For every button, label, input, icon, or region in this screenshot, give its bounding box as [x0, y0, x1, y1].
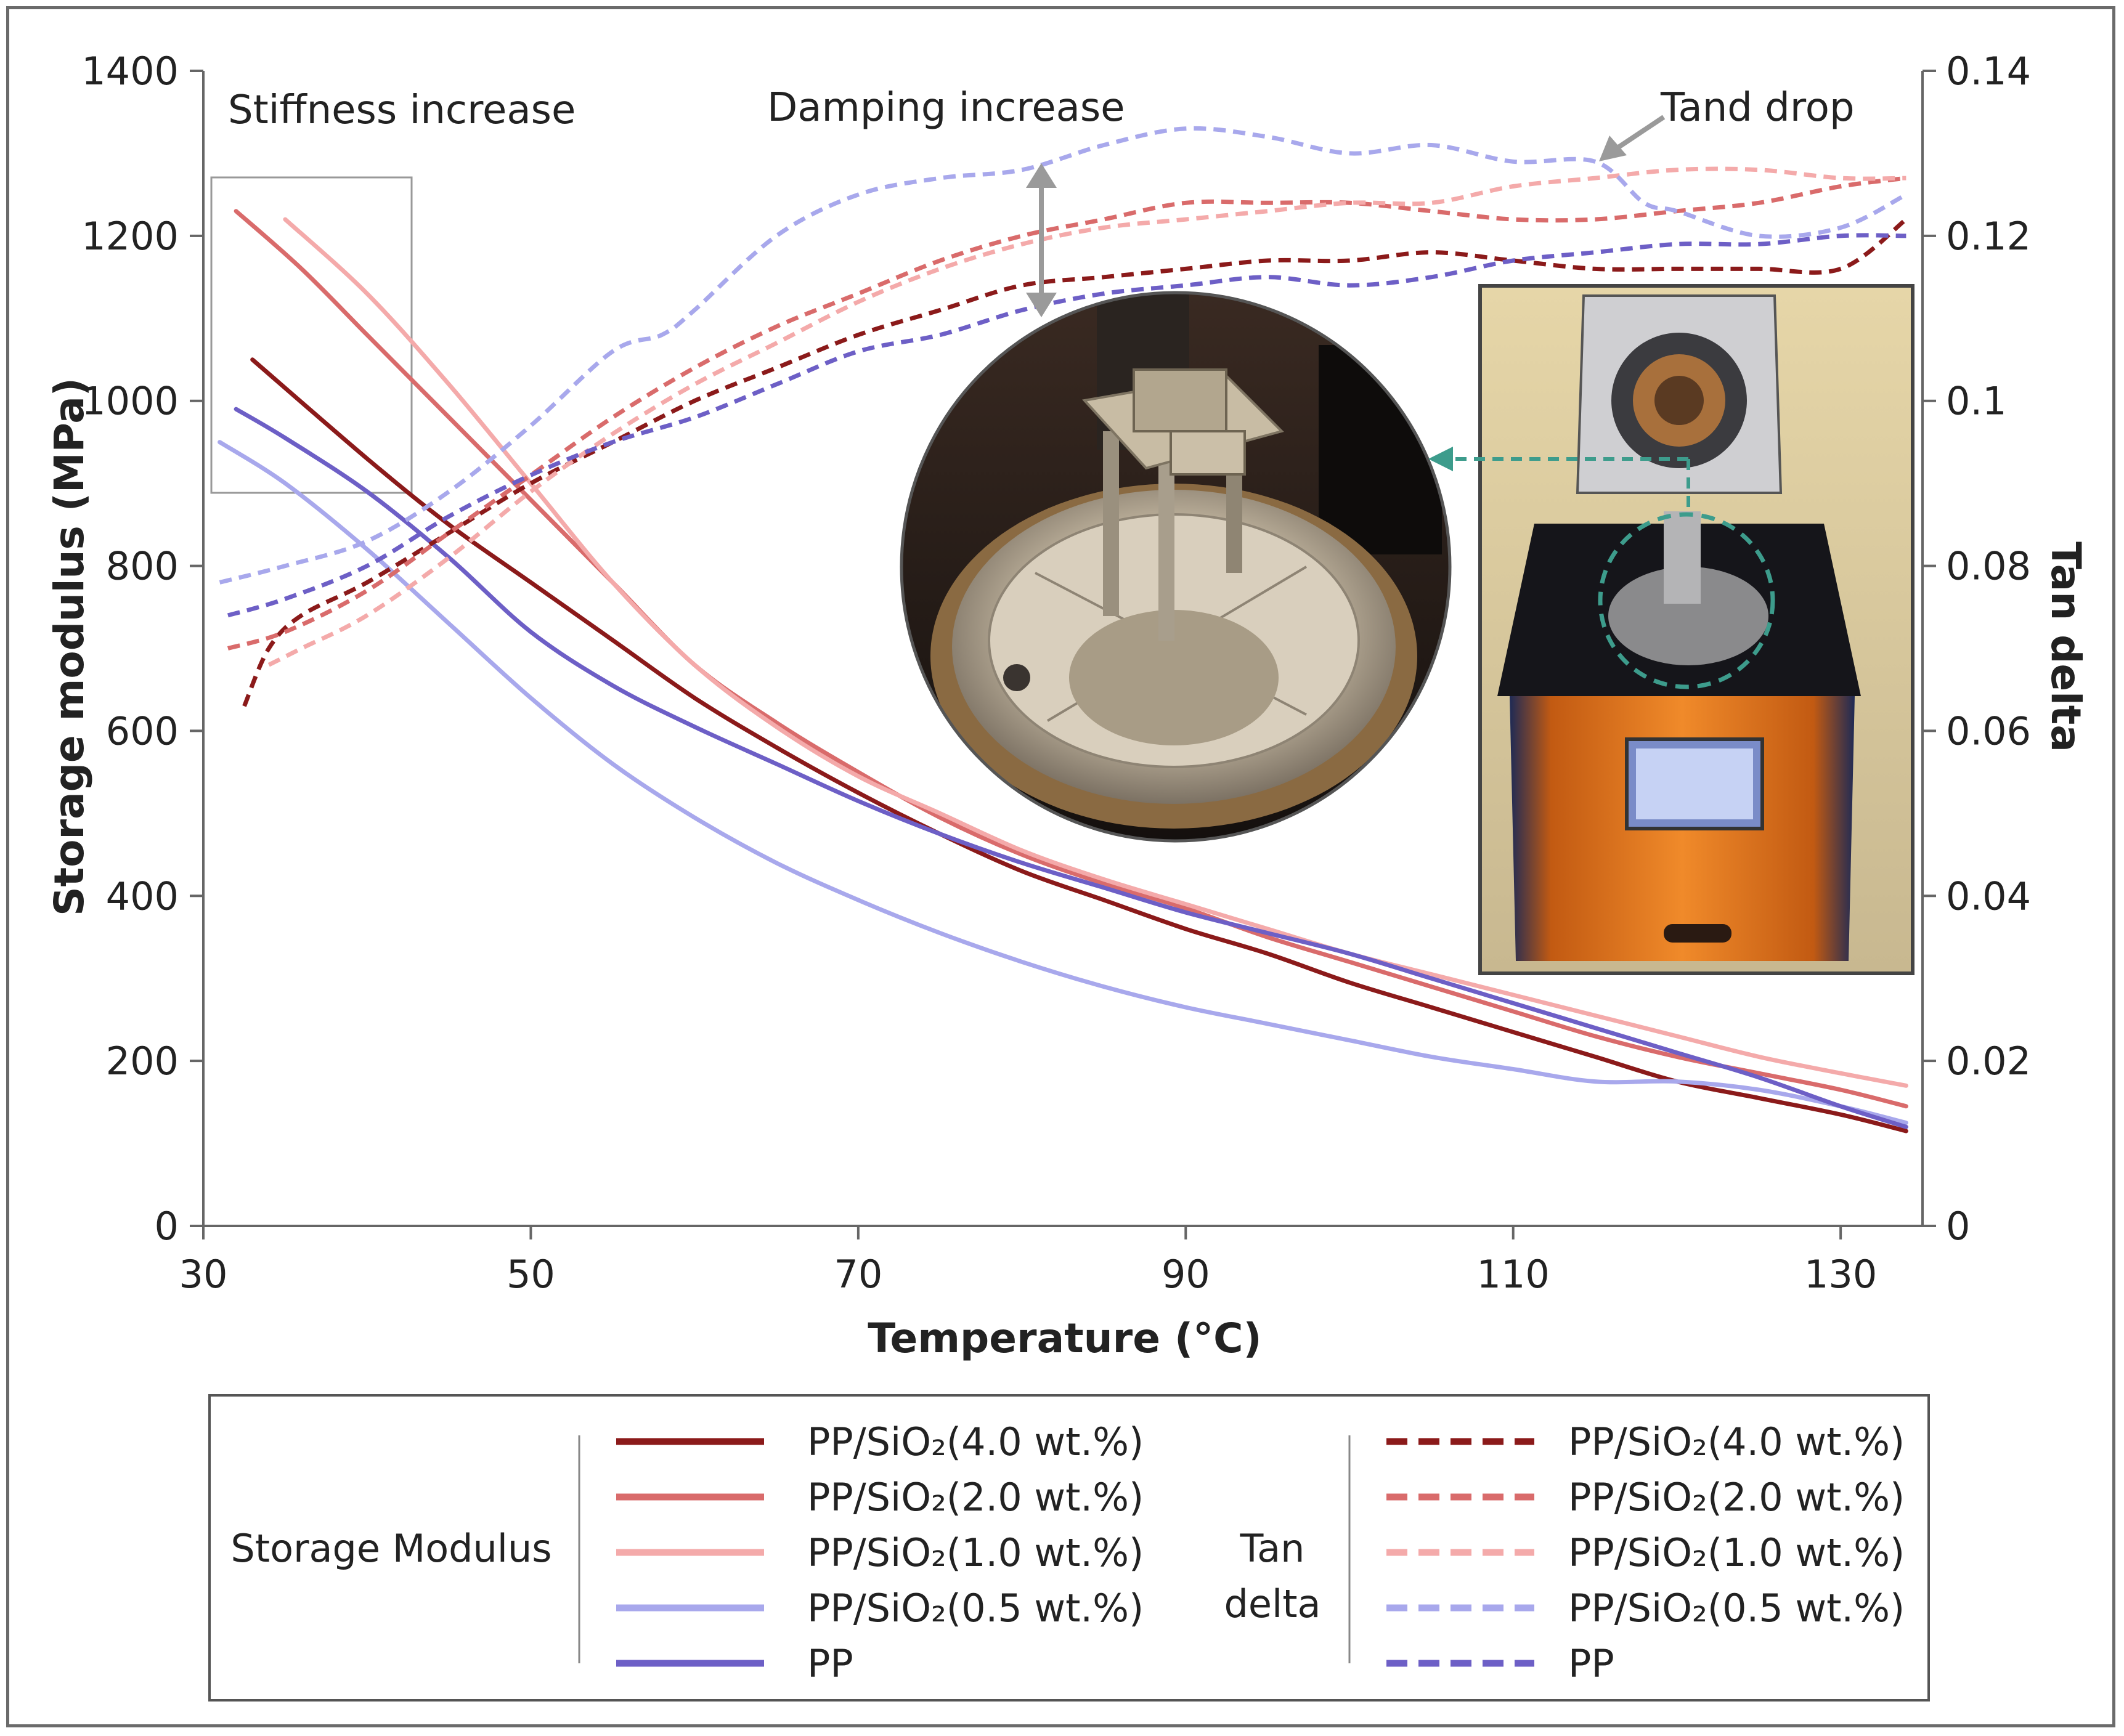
y2-tick-label: 0.06: [1946, 708, 2031, 753]
tand-drop-arrow-icon: [1599, 115, 1666, 161]
storage-modulus-series: [218, 209, 1908, 1134]
y-tick-label: 600: [106, 708, 179, 753]
stiffness-highlight-box: [210, 176, 413, 494]
storage-line-3: [218, 440, 1908, 1126]
y2-tick-label: 0.1: [1946, 379, 2007, 424]
x-tick-label: 50: [507, 1252, 555, 1297]
y2-ticks: 0 0.02 0.04 0.06 0.08 0.1 0.12 0.14: [1923, 49, 2031, 1249]
y-tick-label: 1400: [81, 49, 179, 94]
legend-group-tan-line2: delta: [1224, 1581, 1320, 1626]
legend-group-storage: Storage Modulus: [230, 1526, 551, 1571]
figure-frame: [6, 6, 2115, 1727]
storage-line-2: [283, 217, 1908, 1088]
x-tick-label: 70: [834, 1252, 882, 1297]
legend-storage-entries: PP/SiO₂(4.0 wt.%) PP/SiO₂(2.0 wt.%) PP/SiO…: [616, 1419, 1144, 1686]
tan-line-0: [242, 217, 1908, 707]
y2-axis-title: Tan delta: [2042, 541, 2089, 752]
legend-storage-label-2: PP/SiO₂(1.0 wt.%): [807, 1530, 1144, 1575]
x-tick-label: 110: [1477, 1252, 1550, 1297]
y2-tick-label: 0.12: [1946, 214, 2031, 259]
legend-storage-label-0: PP/SiO₂(4.0 wt.%): [807, 1419, 1144, 1464]
x-tick-label: 30: [179, 1252, 228, 1297]
y-tick-label: 200: [106, 1039, 179, 1084]
legend: Storage Modulus Tan delta PP/SiO₂(4.0 wt…: [208, 1394, 1930, 1702]
y-tick-label: 1000: [81, 379, 179, 424]
y2-tick-label: 0: [1946, 1204, 1970, 1249]
stiffness-annotation: Stiffness increase: [228, 87, 576, 133]
legend-tan-label-2: PP/SiO₂(1.0 wt.%): [1568, 1530, 1905, 1575]
tan-line-2: [267, 166, 1906, 667]
x-tick-label: 130: [1804, 1252, 1877, 1297]
legend-storage-label-3: PP/SiO₂(0.5 wt.%): [807, 1586, 1144, 1631]
y2-tick-label: 0.08: [1946, 544, 2031, 589]
storage-line-0: [250, 357, 1908, 1134]
y2-tick-label: 0.04: [1946, 874, 2031, 919]
tan-line-1: [227, 176, 1906, 651]
damping-annotation: Damping increase: [767, 85, 1125, 131]
legend-tan-label-3: PP/SiO₂(0.5 wt.%): [1568, 1586, 1905, 1631]
y2-tick-label: 0.14: [1946, 49, 2031, 94]
x-ticks: 30 50 70 90 110 130: [179, 1226, 1877, 1297]
legend-tan-label-1: PP/SiO₂(2.0 wt.%): [1568, 1475, 1905, 1520]
axes: [202, 71, 1924, 1227]
clamp-photo-inset: [900, 291, 1452, 843]
legend-tan-label-4: PP: [1568, 1641, 1614, 1686]
dma-instrument-photo: [1478, 284, 1914, 975]
y-axis-title: Storage modulus (MPa): [46, 378, 93, 916]
y-tick-label: 0: [155, 1204, 179, 1249]
legend-group-tan-line1: Tan: [1240, 1526, 1305, 1571]
legend-storage-label-1: PP/SiO₂(2.0 wt.%): [807, 1475, 1144, 1520]
x-axis-title: Temperature (°C): [868, 1315, 1261, 1362]
inset-connector-arrow: [1428, 447, 1690, 514]
y-tick-label: 400: [106, 874, 179, 919]
storage-line-1: [234, 209, 1908, 1109]
y-tick-label: 800: [106, 544, 179, 589]
tan-line-3: [219, 126, 1908, 585]
tand-drop-annotation: Tand drop: [1660, 85, 1855, 131]
legend-tan-entries: PP/SiO₂(4.0 wt.%) PP/SiO₂(2.0 wt.%) PP/SiO…: [1386, 1419, 1905, 1686]
legend-box: [208, 1394, 1930, 1702]
legend-tan-label-0: PP/SiO₂(4.0 wt.%): [1568, 1419, 1905, 1464]
tan-line-4: [227, 233, 1906, 618]
y-ticks: 0 200 400 600 800 1000 1200 1400: [81, 49, 203, 1249]
legend-storage-label-4: PP: [807, 1641, 853, 1686]
storage-line-4: [234, 407, 1908, 1129]
x-tick-label: 90: [1162, 1252, 1210, 1297]
y2-tick-label: 0.02: [1946, 1039, 2031, 1084]
tan-delta-series: [219, 126, 1908, 707]
damping-arrow-icon: [1026, 163, 1057, 317]
y-tick-label: 1200: [81, 214, 179, 259]
